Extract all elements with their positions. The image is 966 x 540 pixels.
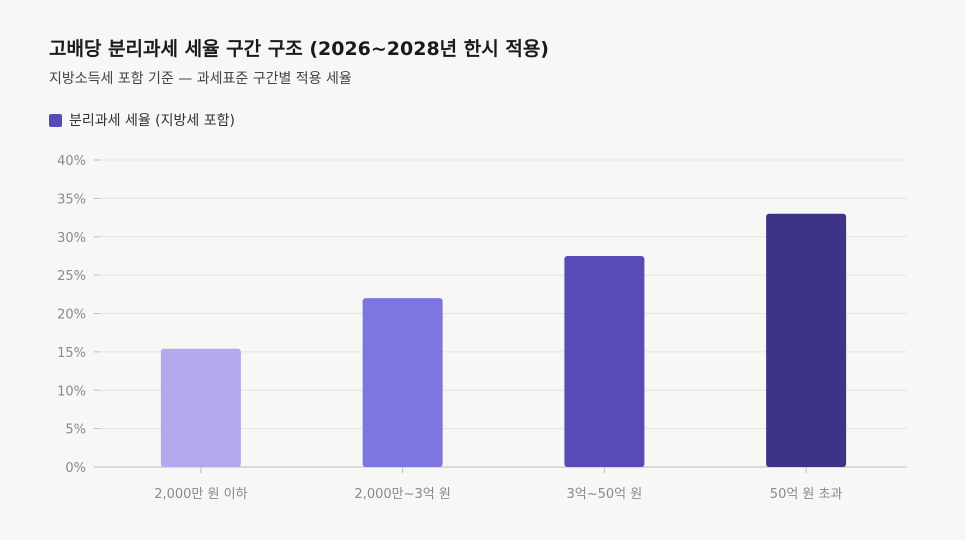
y-tick-label: 0% xyxy=(65,461,86,476)
x-tick-label: 2,000만~3억 원 xyxy=(354,487,450,502)
legend-swatch xyxy=(49,113,62,127)
bar-3[interactable] xyxy=(564,255,645,467)
y-tick-label: 5% xyxy=(65,423,86,438)
chart-title: 고배당 분리과세 세율 구간 구조 (2026~2028년 한시 적용) xyxy=(49,38,549,60)
bar-1[interactable] xyxy=(160,348,241,467)
y-tick-label: 15% xyxy=(57,346,86,361)
y-tick-label: 25% xyxy=(57,269,86,284)
bar-2[interactable] xyxy=(362,298,443,467)
bar-4[interactable] xyxy=(766,213,847,467)
y-tick-label: 20% xyxy=(57,308,86,323)
y-tick-label: 40% xyxy=(57,154,86,169)
y-tick-label: 10% xyxy=(57,384,86,399)
x-tick-label: 2,000만 원 이하 xyxy=(154,487,247,502)
legend-label: 분리과세 세율 (지방세 포함) xyxy=(69,113,235,129)
x-tick-label: 3억~50억 원 xyxy=(567,487,643,502)
legend[interactable]: 분리과세 세율 (지방세 포함) xyxy=(49,110,235,130)
bar-layer xyxy=(160,213,847,467)
x-tick-label: 50억 원 초과 xyxy=(770,487,843,502)
axis-layer: 0% 5% 10% 15% 20% 25% 30% 35% 40% 2,000만 원 이하 2,00… xyxy=(57,154,842,502)
y-tick-label: 35% xyxy=(57,192,86,207)
y-tick-label: 30% xyxy=(57,231,86,246)
chart-subtitle: 지방소득세 포함 기준 — 과세표준 구간별 적용 세율 xyxy=(49,71,352,87)
